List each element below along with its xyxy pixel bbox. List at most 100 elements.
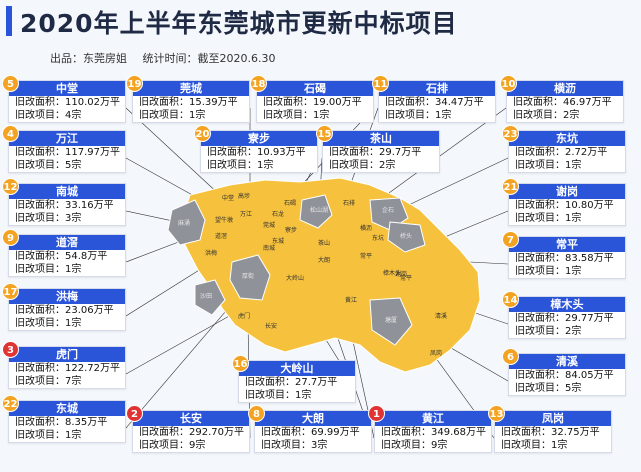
- card-town-name: 大岭山 16: [232, 355, 355, 376]
- rank-badge: 6: [502, 348, 519, 365]
- card-town-name: 长安 2: [126, 405, 249, 426]
- rank-badge: 4: [2, 125, 19, 142]
- card-area: 旧改面积：19.00万平: [263, 97, 362, 108]
- rank-badge: 15: [316, 125, 333, 142]
- card-town-name: 东坑 23: [502, 125, 625, 146]
- card-town-name: 寮步 20: [194, 125, 317, 146]
- map-town-label: 大岭山: [286, 274, 304, 282]
- project-card: 南城 12 旧改面积：33.16万平 旧改项目：3宗: [2, 178, 126, 226]
- map-town-label: 清溪: [435, 312, 447, 320]
- card-count: 旧改项目：1宗: [207, 160, 274, 171]
- card-town-name: 黄江 1: [368, 405, 491, 426]
- leader-line: [125, 261, 213, 317]
- project-card: 樟木头 14 旧改面积：29.77万平 旧改项目：2宗: [502, 291, 626, 339]
- rank-badge: 8: [248, 405, 265, 422]
- rank-badge: 16: [232, 355, 249, 372]
- meta-source: 出品：东莞房姐: [50, 52, 127, 65]
- map-town-label: 望牛墩: [215, 216, 233, 224]
- card-area: 旧改面积：27.7万平: [245, 377, 338, 388]
- map-town-label: 樟木头: [383, 269, 401, 277]
- title-accent-bar: [6, 6, 12, 36]
- map-town-label: 东城: [272, 237, 284, 245]
- map-town-label: 凤岗: [430, 350, 442, 357]
- card-count: 旧改项目：1宗: [15, 264, 82, 275]
- card-town-name: 道滘 9: [2, 229, 125, 250]
- card-area: 旧改面积：349.68万平: [381, 427, 486, 438]
- card-count: 旧改项目：1宗: [385, 110, 452, 121]
- leader-line: [125, 309, 241, 375]
- card-town-name: 东城 22: [2, 395, 125, 416]
- card-count: 旧改项目：5宗: [515, 383, 582, 394]
- rank-badge: 14: [502, 291, 519, 308]
- card-count: 旧改项目：4宗: [15, 110, 82, 121]
- project-card: 东城 22 旧改面积：8.35万平 旧改项目：1宗: [2, 395, 126, 443]
- card-town-name: 南城 12: [2, 178, 125, 199]
- project-card: 长安 2 旧改面积：292.70万平 旧改项目：9宗: [126, 405, 250, 453]
- card-area: 旧改面积：84.05万平: [515, 370, 614, 381]
- map-town-label: 石龙: [272, 210, 284, 218]
- card-town-name: 横沥 10: [500, 75, 623, 96]
- map-town-label: 谢岗: [395, 270, 407, 278]
- map-town-label: 中堂: [222, 194, 234, 202]
- card-area: 旧改面积：122.72万平: [15, 363, 120, 374]
- card-area: 旧改面积：32.75万平: [501, 427, 600, 438]
- map-town-label: 南城: [263, 244, 275, 252]
- card-area: 旧改面积：33.16万平: [15, 200, 114, 211]
- map-town-label: 莞城: [263, 221, 275, 229]
- card-count: 旧改项目：2宗: [329, 160, 396, 171]
- gray-town-region: [167, 199, 206, 246]
- project-card: 茶山 15 旧改面积：29.7万平 旧改项目：2宗: [316, 125, 440, 173]
- card-area: 旧改面积：69.99万平: [261, 427, 360, 438]
- card-area: 旧改面积：2.72万平: [515, 147, 608, 158]
- card-count: 旧改项目：3宗: [261, 440, 328, 451]
- card-count: 旧改项目：7宗: [15, 376, 82, 387]
- card-area: 旧改面积：54.8万平: [15, 251, 108, 262]
- card-town-name: 樟木头 14: [502, 291, 625, 312]
- card-area: 旧改面积：110.02万平: [15, 97, 120, 108]
- project-card: 横沥 10 旧改面积：46.97万平 旧改项目：2宗: [500, 75, 624, 123]
- map-town-label: 麻涌: [178, 219, 190, 227]
- map-town-label: 沙田: [200, 293, 212, 300]
- card-area: 旧改面积：15.39万平: [139, 97, 238, 108]
- card-town-name: 虎门 3: [2, 341, 125, 362]
- map-town-label: 万江: [240, 211, 252, 218]
- gray-town-region: [387, 221, 426, 253]
- card-count: 旧改项目：1宗: [15, 430, 82, 441]
- page-title: 2020年上半年东莞城市更新中标项目: [20, 9, 458, 38]
- map-regions: [167, 177, 481, 373]
- map-town-label: 松山湖: [310, 206, 328, 214]
- rank-badge: 20: [194, 125, 211, 142]
- map-town-label: 道滘: [215, 232, 227, 240]
- meta-line: 出品：东莞房姐 统计时间：截至2020.6.30: [50, 50, 287, 66]
- project-card: 大朗 8 旧改面积：69.99万平 旧改项目：3宗: [248, 405, 372, 453]
- card-town-name: 凤岗 13: [488, 405, 611, 426]
- rank-badge: 7: [502, 231, 519, 248]
- card-count: 旧改项目：3宗: [15, 213, 82, 224]
- card-count: 旧改项目：1宗: [245, 390, 312, 401]
- card-town-name: 常平 7: [502, 231, 625, 252]
- map-town-label: 黄江: [345, 296, 357, 304]
- map-town-label: 茶山: [318, 239, 330, 247]
- card-town-name: 石排 11: [372, 75, 495, 96]
- map-town-label: 常平: [360, 252, 372, 260]
- card-town-name: 谢岗 21: [502, 178, 625, 199]
- card-count: 旧改项目：1宗: [515, 213, 582, 224]
- card-count: 旧改项目：1宗: [501, 440, 568, 451]
- project-card: 常平 7 旧改面积：83.58万平 旧改项目：1宗: [502, 231, 626, 279]
- gray-town-region: [299, 194, 333, 229]
- rank-badge: 21: [502, 178, 519, 195]
- project-card: 中堂 5 旧改面积：110.02万平 旧改项目：4宗: [2, 75, 126, 123]
- gray-town-region: [194, 279, 226, 316]
- gray-town-region: [229, 254, 271, 301]
- card-town-name: 清溪 6: [502, 348, 625, 369]
- card-count: 旧改项目：1宗: [15, 318, 82, 329]
- rank-badge: 18: [250, 75, 267, 92]
- project-card: 莞城 19 旧改面积：15.39万平 旧改项目：1宗: [126, 75, 250, 123]
- map-town-label: 洪梅: [205, 249, 217, 257]
- map-town-label: 厚街: [242, 272, 254, 280]
- map-town-label: 企石: [382, 206, 394, 214]
- map-town-label: 塘厦: [385, 316, 397, 324]
- rank-badge: 17: [2, 283, 19, 300]
- card-count: 旧改项目：9宗: [139, 440, 206, 451]
